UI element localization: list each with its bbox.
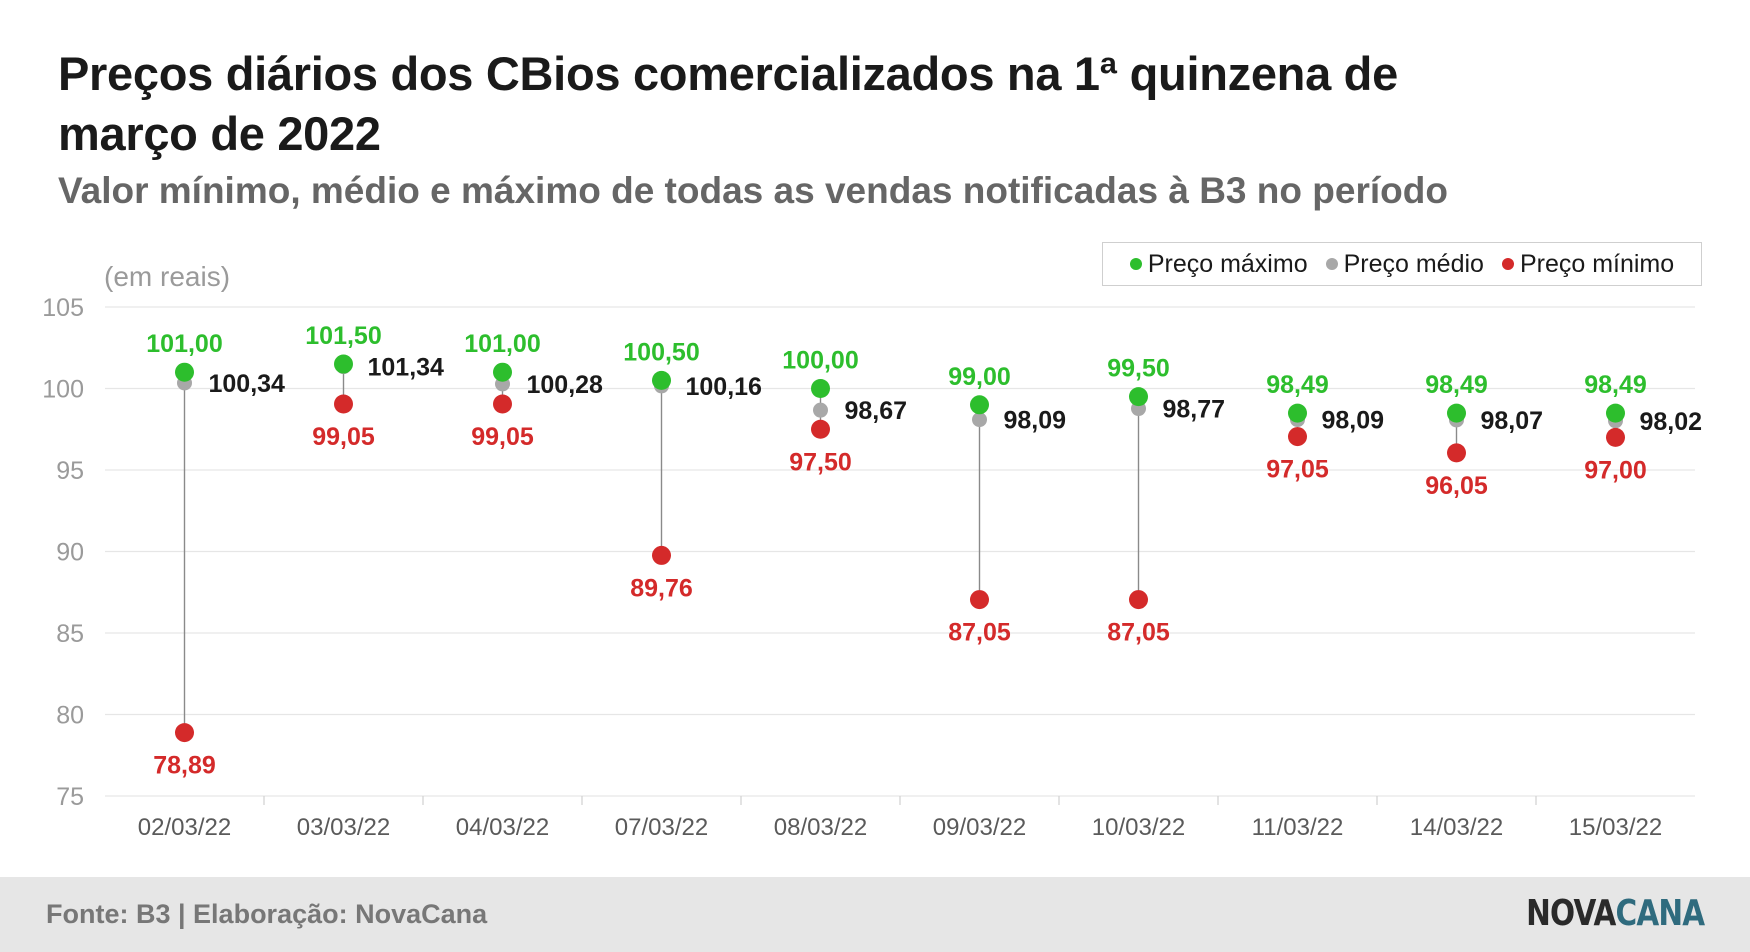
legend-label-avg: Preço médio [1343, 249, 1484, 278]
data-label-min: 96,05 [1425, 472, 1488, 500]
point-max [652, 370, 671, 390]
novacana-logo: NOVACANA [1525, 893, 1705, 934]
y-tick-label: 105 [42, 294, 84, 322]
legend-label-max: Preço máximo [1147, 249, 1308, 278]
y-tick-label: 75 [56, 783, 84, 811]
chart-legend: Preço máximo Preço médio Preço mínimo [1102, 242, 1702, 286]
data-label-min: 89,76 [630, 574, 693, 602]
point-avg [972, 412, 987, 428]
point-min [1129, 590, 1148, 610]
x-tick-label: 08/03/22 [774, 814, 867, 841]
data-label-max: 100,50 [623, 338, 699, 366]
data-label-max: 101,00 [146, 330, 222, 358]
y-tick-label: 100 [42, 376, 84, 404]
point-max [970, 395, 989, 415]
point-min [1288, 427, 1307, 447]
data-label-max: 100,00 [782, 347, 858, 375]
x-tick-label: 07/03/22 [615, 814, 708, 841]
point-max [1447, 403, 1466, 423]
point-min [175, 723, 194, 743]
legend-item-min: Preço mínimo [1501, 249, 1675, 279]
point-avg [813, 402, 828, 418]
point-min [811, 419, 830, 439]
point-min [334, 394, 353, 414]
data-label-min: 99,05 [471, 423, 534, 451]
data-label-max: 98,49 [1266, 371, 1329, 399]
data-label-max: 98,49 [1425, 371, 1488, 399]
data-label-avg: 98,07 [1481, 407, 1544, 435]
data-label-avg: 98,67 [845, 397, 908, 425]
chart-subtitle: Valor mínimo, médio e máximo de todas as… [58, 170, 1448, 211]
point-max [1606, 403, 1625, 423]
point-max [1288, 403, 1307, 423]
data-label-min: 97,05 [1266, 456, 1329, 484]
x-tick-label: 11/03/22 [1252, 814, 1344, 841]
point-min [970, 590, 989, 610]
data-label-avg: 98,77 [1163, 396, 1226, 424]
data-label-avg: 100,16 [686, 373, 762, 401]
data-label-max: 98,49 [1584, 371, 1647, 399]
point-max [334, 354, 353, 374]
data-label-min: 99,05 [312, 423, 375, 451]
legend-label-min: Preço mínimo [1519, 249, 1675, 278]
x-tick-label: 14/03/22 [1410, 814, 1503, 841]
point-min [1606, 427, 1625, 447]
point-max [175, 362, 194, 382]
data-label-avg: 98,09 [1004, 407, 1067, 435]
data-label-max: 101,00 [464, 330, 540, 358]
point-min [1447, 443, 1466, 463]
data-label-min: 87,05 [948, 619, 1011, 647]
data-label-min: 87,05 [1107, 619, 1170, 647]
y-tick-label: 95 [56, 457, 84, 485]
x-tick-label: 15/03/22 [1569, 814, 1662, 841]
data-label-max: 99,00 [948, 363, 1011, 391]
data-label-avg: 98,02 [1640, 408, 1703, 436]
source-note: Fonte: B3 | Elaboração: NovaCana [46, 899, 488, 929]
x-tick-label: 10/03/22 [1092, 814, 1185, 841]
point-min [493, 394, 512, 414]
data-label-avg: 100,34 [209, 370, 286, 398]
legend-marker-avg [1325, 258, 1338, 270]
legend-item-avg: Preço médio [1325, 249, 1484, 279]
y-tick-label: 80 [56, 702, 84, 730]
x-tick-label: 09/03/22 [933, 814, 1026, 841]
x-tick-label: 04/03/22 [456, 814, 549, 841]
data-label-avg: 98,09 [1322, 407, 1385, 435]
chart-title: Preços diários dos CBios comercializados… [58, 47, 1398, 160]
point-max [493, 362, 512, 382]
data-label-max: 99,50 [1107, 355, 1170, 383]
data-label-avg: 101,34 [368, 354, 445, 382]
legend-marker-max [1129, 258, 1142, 270]
data-label-min: 97,50 [789, 448, 852, 476]
data-label-min: 97,00 [1584, 456, 1647, 484]
chart-plot: 75 80 85 90 95 100 105 (em reais) 02/03/22 03/03/… [42, 261, 1703, 841]
legend-marker-min [1501, 258, 1514, 270]
footer-bar: Fonte: B3 | Elaboração: NovaCana NOVACAN… [0, 877, 1750, 952]
y-tick-label: 90 [56, 539, 84, 567]
x-tick-label: 02/03/22 [138, 814, 231, 841]
y-tick-label: 85 [56, 620, 84, 648]
y-axis-label: (em reais) [104, 261, 230, 292]
point-min [652, 545, 671, 565]
x-tick-label: 03/03/22 [297, 814, 390, 841]
data-label-min: 78,89 [153, 752, 216, 780]
legend-item-max: Preço máximo [1129, 249, 1308, 279]
point-max [811, 379, 830, 398]
data-label-avg: 100,28 [527, 371, 604, 399]
point-max [1129, 387, 1148, 407]
data-label-max: 101,50 [305, 322, 381, 350]
